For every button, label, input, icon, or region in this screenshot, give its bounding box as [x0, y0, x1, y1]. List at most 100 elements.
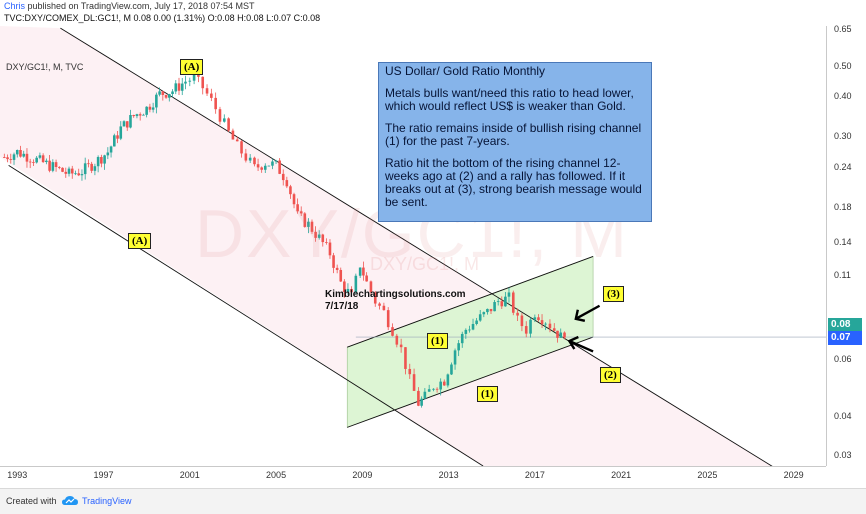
- candle-body: [423, 391, 427, 399]
- candle-body: [135, 114, 139, 117]
- candle-body: [435, 388, 439, 390]
- candle-body: [106, 152, 110, 156]
- candle-body: [148, 106, 152, 110]
- candle-body: [51, 162, 55, 171]
- candle-body: [122, 121, 126, 127]
- note-paragraph-2: The ratio remains inside of bullish risi…: [385, 121, 642, 148]
- candle-body: [321, 234, 325, 243]
- rising-channel-upper-line: [347, 256, 594, 348]
- candle-body: [299, 211, 303, 214]
- label-a-left: (A): [128, 233, 152, 249]
- candle-body: [504, 296, 507, 307]
- candle-body: [559, 332, 563, 338]
- candle-body: [22, 153, 26, 157]
- candle-body: [218, 109, 222, 122]
- candle-body: [12, 154, 16, 160]
- arrow-3-head: [574, 309, 586, 322]
- candle-body: [346, 288, 350, 292]
- site-credit: Kimblechartingsolutions.com: [325, 289, 466, 300]
- candle-body: [468, 329, 471, 331]
- candle-body: [90, 163, 93, 171]
- candle-body: [471, 323, 475, 330]
- note-title: US Dollar/ Gold Ratio Monthly: [385, 64, 546, 78]
- candle-body: [171, 91, 174, 95]
- candle-body: [222, 118, 226, 122]
- candle-body: [358, 267, 362, 276]
- candle-body: [544, 323, 547, 325]
- candle-body: [235, 139, 239, 142]
- candle-body: [529, 319, 532, 334]
- candle-body: [15, 149, 19, 155]
- publish-info: published on TradingView.com, July 17, 2…: [25, 1, 255, 11]
- y-tick-label: 0.14: [834, 236, 852, 247]
- candle-body: [119, 126, 123, 139]
- candle-body: [453, 350, 457, 365]
- time-axis[interactable]: [0, 466, 826, 489]
- publish-header: Chris published on TradingView.com, July…: [0, 0, 866, 26]
- candle-body: [48, 160, 51, 171]
- candle-body: [296, 204, 299, 212]
- candle-body: [317, 234, 321, 238]
- candle-body: [404, 347, 407, 369]
- candle-body: [158, 91, 161, 95]
- candle-body: [244, 153, 248, 161]
- x-tick-label: 2029: [783, 470, 804, 480]
- candle-body: [113, 135, 116, 147]
- candle-body: [184, 81, 187, 84]
- downtrend-lower-line: [8, 165, 484, 466]
- y-tick-label: 0.03: [834, 450, 852, 461]
- candle-body: [314, 231, 317, 238]
- downtrend-channel-fill: [0, 26, 772, 466]
- candle-body: [231, 130, 235, 140]
- candle-body: [174, 83, 178, 92]
- candle-body: [378, 303, 381, 306]
- candle-body: [292, 194, 296, 205]
- x-tick-label: 2025: [697, 470, 718, 480]
- label-3: (3): [603, 286, 624, 302]
- candle-body: [19, 149, 22, 157]
- candle-body: [537, 317, 540, 321]
- indicator-label: DXY/GC1!, M, TVC: [6, 62, 84, 72]
- candle-body: [399, 344, 403, 348]
- candle-body: [511, 292, 515, 313]
- candle-body: [80, 174, 84, 176]
- candle-body: [256, 164, 260, 168]
- price-tag-current: 0.07: [828, 331, 862, 346]
- candle-body: [41, 155, 45, 163]
- candle-body: [457, 343, 460, 351]
- tradingview-cloud-icon: [62, 496, 78, 505]
- candle-body: [138, 114, 142, 116]
- candle-body: [442, 381, 446, 386]
- candle-body: [61, 167, 64, 172]
- tradingview-link[interactable]: TradingView: [82, 496, 132, 506]
- candle-body: [335, 267, 339, 270]
- candle-body: [475, 320, 478, 324]
- symbol-line: TVC:DXY/COMEX_DL:GC1!, M 0.08 0.00 (1.31…: [4, 13, 321, 23]
- price-axis[interactable]: [826, 26, 866, 466]
- candle-body: [116, 135, 119, 139]
- candle-body: [278, 160, 281, 174]
- candle-body: [446, 374, 450, 386]
- candle-body: [132, 115, 136, 117]
- y-tick-label: 0.24: [834, 162, 852, 173]
- candle-body: [500, 301, 504, 307]
- candle-body: [192, 74, 196, 81]
- candle-body: [307, 221, 310, 227]
- candle-body: [427, 389, 431, 392]
- chart-date: 7/17/18: [325, 301, 359, 312]
- candle-body: [83, 163, 87, 175]
- candle-body: [365, 275, 368, 282]
- candle-body: [54, 162, 58, 167]
- candle-body: [464, 329, 468, 334]
- author-link[interactable]: Chris: [4, 1, 26, 11]
- label-2: (2): [600, 367, 621, 383]
- label-1-left: (1): [427, 333, 448, 349]
- candle-body: [354, 275, 358, 293]
- candle-body: [289, 186, 292, 195]
- candle-body: [274, 160, 278, 162]
- y-tick-label: 0.40: [834, 91, 852, 102]
- publish-line: Chris published on TradingView.com, July…: [4, 1, 255, 11]
- candle-body: [450, 364, 453, 375]
- y-tick-label: 0.18: [834, 202, 852, 213]
- candle-body: [482, 312, 486, 315]
